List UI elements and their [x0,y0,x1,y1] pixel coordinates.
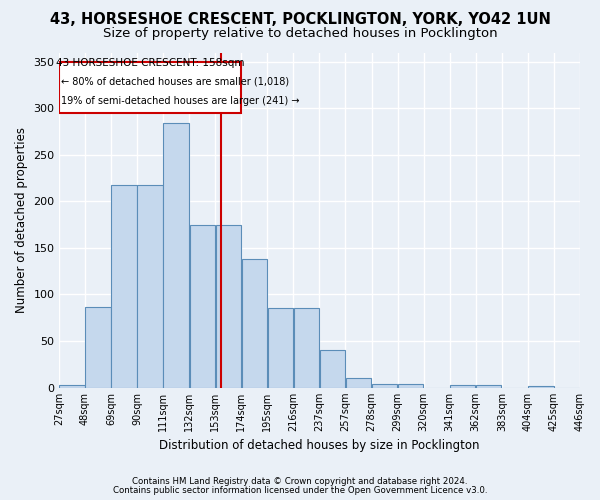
X-axis label: Distribution of detached houses by size in Pocklington: Distribution of detached houses by size … [159,440,479,452]
Bar [346,378,371,388]
Bar [242,259,267,388]
Y-axis label: Number of detached properties: Number of detached properties [15,127,28,313]
Bar [215,224,241,388]
Text: 43 HORSESHOE CRESCENT: 158sqm: 43 HORSESHOE CRESCENT: 158sqm [56,58,244,68]
Bar [190,224,215,388]
Text: 19% of semi-detached houses are larger (241) →: 19% of semi-detached houses are larger (… [61,96,300,106]
Bar [528,386,554,388]
Text: Contains HM Land Registry data © Crown copyright and database right 2024.: Contains HM Land Registry data © Crown c… [132,477,468,486]
Bar [137,184,163,388]
Bar [294,308,319,388]
Bar [268,308,293,388]
Bar [450,384,475,388]
Bar [112,184,137,388]
Text: 43, HORSESHOE CRESCENT, POCKLINGTON, YORK, YO42 1UN: 43, HORSESHOE CRESCENT, POCKLINGTON, YOR… [50,12,550,28]
Bar [59,62,241,113]
Bar [372,384,397,388]
Bar [85,308,110,388]
Bar [59,384,85,388]
Bar [320,350,345,388]
Text: Size of property relative to detached houses in Pocklington: Size of property relative to detached ho… [103,28,497,40]
Bar [476,384,502,388]
Text: Contains public sector information licensed under the Open Government Licence v3: Contains public sector information licen… [113,486,487,495]
Text: ← 80% of detached houses are smaller (1,018): ← 80% of detached houses are smaller (1,… [61,77,289,87]
Bar [398,384,423,388]
Bar [163,123,189,388]
